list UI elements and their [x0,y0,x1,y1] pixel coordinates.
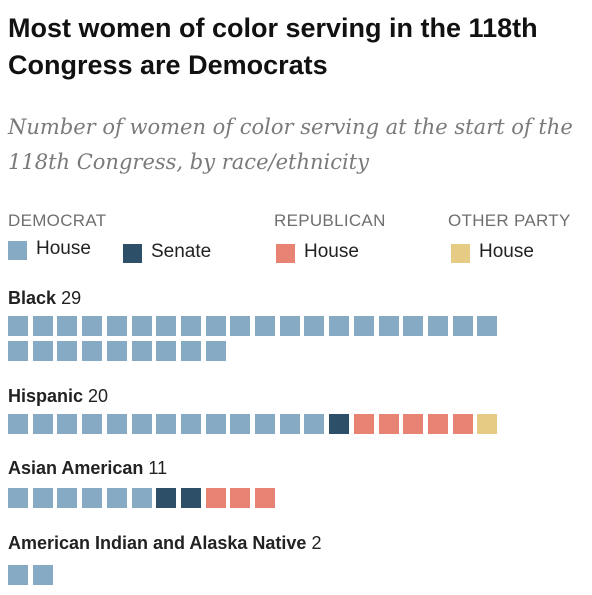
waffle-square-dem-house [82,488,103,508]
legend-label-republican-house: House [304,241,359,262]
group-count: 11 [148,458,168,478]
waffle-square-rep-house [230,488,251,508]
waffle-square-dem-house [304,414,325,434]
waffle-square-dem-house [32,414,53,434]
legend-swatch-democrat-senate [123,244,142,263]
group-name: Hispanic [8,386,84,406]
chart-subtitle: Number of women of color serving at the … [8,115,573,174]
waffle-square-dem-house [353,316,374,336]
waffle-square-rep-house [452,414,473,434]
legend-label-democrat-house: House [36,238,91,259]
waffle-square-dem-house [279,414,300,434]
waffle-square-dem-house [106,488,127,508]
waffle-square-dem-house [106,341,127,361]
waffle-square-dem-house [57,341,78,361]
waffle-square-dem-house [180,341,201,361]
group-name: American Indian and Alaska Native [8,533,307,553]
group-label-american-indian-alaska-native: American Indian and Alaska Native 2 [8,533,321,554]
legend-heading-democrat: DEMOCRAT [8,211,107,230]
waffle-square-dem-senate [156,488,177,508]
waffle-square-dem-house [82,341,103,361]
group-count: 2 [311,533,322,553]
waffle-square-dem-house [452,316,473,336]
waffle-square-dem-house [131,414,152,434]
waffle-square-dem-house [57,316,78,336]
waffle-square-dem-house [180,414,201,434]
waffle-square-dem-house [205,414,226,434]
waffle-square-dem-house [82,414,103,434]
waffle-square-dem-house [255,414,275,434]
chart-title: Most women of color serving in the 118th… [8,13,538,80]
group-name: Asian American [8,458,144,478]
waffle-square-dem-house [131,316,152,336]
waffle-square-rep-house [378,414,399,434]
legend-label-democrat-senate: Senate [151,241,212,262]
waffle-square-dem-senate [180,488,201,508]
waffle-square-dem-house [255,316,275,336]
waffle-square-dem-house [82,316,103,336]
waffle-square-dem-house [156,341,177,361]
waffle-square-dem-house [32,488,53,508]
legend-heading-other-party: OTHER PARTY [448,211,571,230]
waffle-square-dem-house [32,316,53,336]
waffle-square-dem-house [8,341,28,361]
legend-swatch-other-party-house [451,244,470,263]
group-label-asian-american: Asian American 11 [8,458,167,479]
waffle-square-dem-house [156,414,177,434]
waffle-square-rep-house [205,488,226,508]
waffle-square-dem-house [32,341,53,361]
group-label-hispanic: Hispanic 20 [8,386,108,407]
waffle-square-dem-house [304,316,325,336]
waffle-square-dem-house [8,565,28,585]
waffle-square-dem-house [427,316,448,336]
waffle-square-dem-house [477,316,498,336]
waffle-square-dem-house [131,488,152,508]
waffle-square-dem-house [8,414,28,434]
waffle-square-dem-house [106,316,127,336]
waffle-square-rep-house [255,488,275,508]
waffle-square-dem-house [279,316,300,336]
waffle-square-dem-house [205,341,226,361]
waffle-square-dem-house [57,414,78,434]
waffle-square-dem-house [205,316,226,336]
legend-heading-republican: REPUBLICAN [274,211,386,230]
waffle-square-dem-house [57,488,78,508]
waffle-square-dem-house [131,341,152,361]
legend-swatch-republican-house [276,244,295,263]
waffle-square-dem-house [403,316,424,336]
waffle-square-dem-house [156,316,177,336]
waffle-square-dem-house [230,414,251,434]
waffle-square-dem-house [106,414,127,434]
waffle-square-rep-house [427,414,448,434]
group-label-black: Black 29 [8,288,81,309]
waffle-square-rep-house [403,414,424,434]
group-name: Black [8,288,57,308]
waffle-square-dem-house [180,316,201,336]
waffle-square-other-house [477,414,498,434]
legend-label-other-party-house: House [479,241,534,262]
waffle-squares [8,0,592,595]
waffle-square-dem-house [32,565,53,585]
waffle-square-rep-house [353,414,374,434]
waffle-square-dem-house [329,316,350,336]
group-count: 29 [61,288,82,308]
waffle-square-dem-house [8,488,28,508]
legend-swatch-democrat-house [8,241,27,260]
waffle-square-dem-house [378,316,399,336]
waffle-square-dem-senate [329,414,350,434]
waffle-square-dem-house [230,316,251,336]
waffle-square-dem-house [8,316,28,336]
group-count: 20 [88,386,109,406]
